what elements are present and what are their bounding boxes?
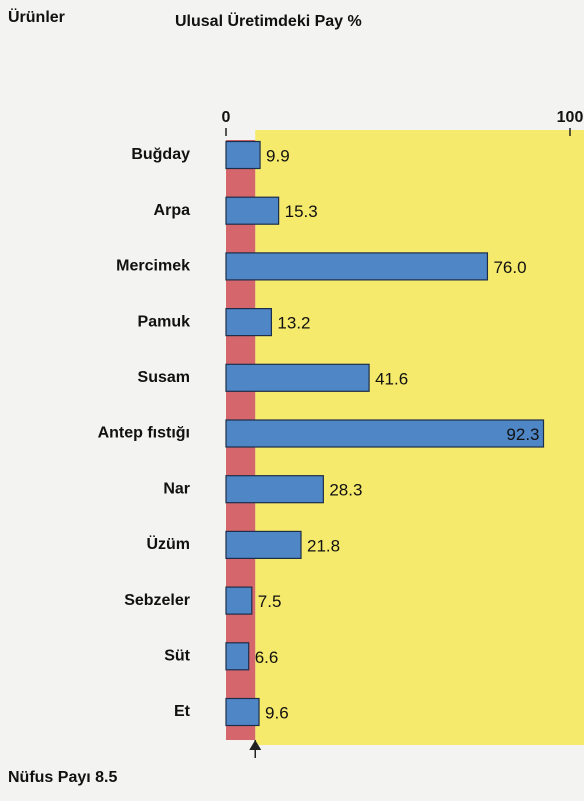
data-label: 9.6 bbox=[265, 703, 289, 722]
bar bbox=[225, 697, 260, 727]
data-label: 41.6 bbox=[375, 369, 408, 388]
data-label: 9.9 bbox=[266, 146, 290, 165]
y-tick-label: Nar bbox=[163, 480, 190, 497]
y-tick-label: Buğday bbox=[131, 146, 190, 163]
bar bbox=[225, 419, 545, 448]
data-label: 92.3 bbox=[506, 425, 539, 444]
x-tick-label: 100 bbox=[557, 109, 584, 126]
data-label: 76.0 bbox=[493, 258, 526, 277]
data-label: 21.8 bbox=[307, 536, 340, 555]
bar bbox=[225, 252, 489, 281]
reference-value: 8.5 bbox=[95, 769, 117, 786]
column-header: Ürünler bbox=[8, 7, 65, 26]
bar bbox=[225, 642, 250, 671]
bar bbox=[225, 140, 261, 170]
bar bbox=[225, 530, 302, 560]
bar bbox=[225, 475, 324, 504]
bar bbox=[225, 196, 280, 225]
y-tick-label: Pamuk bbox=[138, 313, 191, 330]
bar bbox=[225, 308, 273, 337]
data-label: 15.3 bbox=[285, 202, 318, 221]
bar bbox=[225, 586, 253, 615]
data-label: 28.3 bbox=[329, 481, 362, 500]
bar bbox=[225, 363, 370, 392]
chart-title: Ulusal Üretimdeki Pay % bbox=[175, 11, 362, 30]
y-tick-label: Süt bbox=[164, 648, 190, 665]
y-tick-label: Üzüm bbox=[146, 534, 190, 553]
y-tick-label: Mercimek bbox=[116, 258, 190, 275]
y-tick-label: Sebzeler bbox=[124, 592, 190, 609]
data-label: 6.6 bbox=[255, 648, 279, 667]
y-tick-label: Arpa bbox=[154, 202, 191, 219]
data-label: 7.5 bbox=[258, 592, 282, 611]
y-tick-label: Susam bbox=[138, 369, 190, 386]
y-tick-label: Antep fıstığı bbox=[98, 425, 190, 442]
x-tick-label: 0 bbox=[222, 109, 231, 126]
reference-name: Nüfus Payı bbox=[8, 769, 91, 786]
y-tick-label: Et bbox=[174, 703, 191, 720]
reference-label: Nüfus Payı 8.5 bbox=[8, 769, 117, 786]
data-label: 13.2 bbox=[277, 314, 310, 333]
